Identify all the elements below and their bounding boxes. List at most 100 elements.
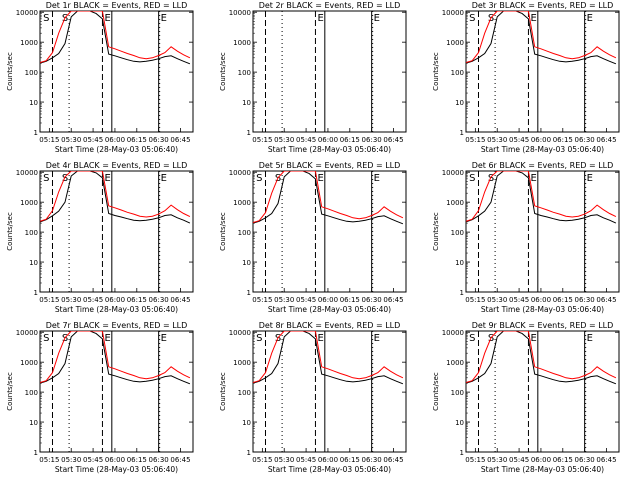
y-tick-label: 100 (238, 69, 251, 77)
marker-E: E (317, 333, 323, 344)
x-tick-label: 06:15 (553, 296, 573, 304)
marker-E: E (530, 173, 536, 184)
y-tick-label: 1 (34, 449, 38, 457)
y-axis-label: Counts/sec (219, 212, 227, 251)
x-tick-label: 05:45 (509, 136, 529, 144)
x-axis-label: Start Time (28-May-03 05:06:40) (55, 465, 178, 474)
marker-E: E (317, 173, 323, 184)
lld-series (253, 331, 404, 383)
marker-S: S (256, 173, 262, 184)
marker-E: E (317, 13, 323, 24)
y-tick-label: 100 (25, 69, 38, 77)
x-tick-label: 05:15 (465, 456, 485, 464)
y-tick-label: 1000 (20, 199, 38, 207)
y-tick-label: 10000 (442, 169, 464, 177)
x-tick-label: 06:30 (362, 456, 382, 464)
x-tick-label: 06:30 (575, 296, 595, 304)
y-axis-label: Counts/sec (432, 372, 440, 411)
y-tick-label: 10000 (16, 169, 38, 177)
events-series (466, 171, 617, 224)
lld-series (466, 331, 617, 383)
y-tick-label: 10 (242, 259, 251, 267)
x-tick-label: 06:45 (383, 296, 403, 304)
x-tick-label: 05:30 (274, 296, 294, 304)
plot-frame (465, 170, 620, 293)
events-series (466, 11, 617, 65)
x-tick-label: 05:30 (487, 456, 507, 464)
y-tick-label: 100 (451, 229, 464, 237)
marker-E: E (374, 13, 380, 24)
marker-E: E (530, 13, 536, 24)
x-axis-label: Start Time (28-May-03 05:06:40) (481, 145, 604, 154)
panel-5: Det 5r BLACK = Events, RED = LLD 1 10 100 10… (219, 161, 407, 314)
y-tick-label: 10 (29, 99, 38, 107)
x-tick-label: 06:00 (318, 296, 338, 304)
x-tick-label: 05:30 (61, 296, 81, 304)
y-tick-label: 1 (34, 289, 38, 297)
marker-E: E (530, 333, 536, 344)
y-tick-label: 1 (34, 129, 38, 137)
lld-series (40, 171, 191, 222)
marker-S: S (43, 13, 49, 24)
y-tick-label: 10000 (16, 9, 38, 17)
y-tick-label: 1000 (446, 39, 464, 47)
plot-frame (39, 170, 194, 293)
x-tick-label: 06:45 (596, 136, 616, 144)
y-axis-label: Counts/sec (219, 372, 227, 411)
y-axis-label: Counts/sec (432, 52, 440, 91)
panel-title: Det 5r BLACK = Events, RED = LLD (259, 161, 401, 170)
x-axis-label: Start Time (28-May-03 05:06:40) (481, 305, 604, 314)
events-series (40, 11, 191, 65)
x-tick-label: 05:15 (39, 296, 59, 304)
events-series (40, 331, 191, 385)
x-tick-label: 06:15 (340, 296, 360, 304)
panel-8: Det 8r BLACK = Events, RED = LLD 1 10 100 10… (219, 321, 407, 474)
panel-1: Det 1r BLACK = Events, RED = LLD 1 10 100 10… (6, 1, 194, 154)
panel-2: Det 2r BLACK = Events, RED = LLD 1 10 100 10… (219, 1, 407, 154)
x-axis-label: Start Time (28-May-03 05:06:40) (268, 465, 391, 474)
y-tick-label: 1 (460, 449, 464, 457)
x-tick-label: 05:45 (296, 456, 316, 464)
x-tick-label: 05:45 (509, 296, 529, 304)
y-axis-label: Counts/sec (432, 212, 440, 251)
y-tick-label: 10000 (229, 329, 251, 337)
events-series (40, 171, 191, 224)
x-tick-label: 05:45 (83, 136, 103, 144)
x-tick-label: 06:00 (318, 136, 338, 144)
x-tick-label: 06:30 (149, 296, 169, 304)
x-tick-label: 06:15 (340, 136, 360, 144)
y-tick-label: 10000 (229, 9, 251, 17)
x-tick-label: 06:30 (362, 296, 382, 304)
y-tick-label: 10 (29, 419, 38, 427)
y-tick-label: 100 (451, 389, 464, 397)
y-tick-label: 1000 (20, 359, 38, 367)
y-axis-label: Counts/sec (6, 212, 14, 251)
marker-S: S (469, 333, 475, 344)
x-tick-label: 05:45 (296, 296, 316, 304)
y-tick-label: 10 (242, 419, 251, 427)
marker-S: S (469, 13, 475, 24)
y-tick-label: 1 (247, 289, 251, 297)
marker-E: E (161, 173, 167, 184)
x-tick-label: 06:00 (105, 136, 125, 144)
plot-frame (39, 330, 194, 453)
y-tick-label: 1000 (233, 199, 251, 207)
y-tick-label: 100 (451, 69, 464, 77)
x-tick-label: 05:30 (274, 136, 294, 144)
plot-frame (252, 170, 407, 293)
y-tick-label: 10 (455, 99, 464, 107)
x-tick-label: 06:00 (531, 136, 551, 144)
marker-E: E (161, 13, 167, 24)
lld-series (40, 331, 191, 383)
panel-title: Det 6r BLACK = Events, RED = LLD (472, 161, 614, 170)
x-tick-label: 06:45 (170, 456, 190, 464)
x-tick-label: 05:15 (252, 296, 272, 304)
x-tick-label: 06:00 (105, 456, 125, 464)
y-tick-label: 100 (25, 389, 38, 397)
y-tick-label: 10 (242, 99, 251, 107)
marker-E: E (587, 333, 593, 344)
y-tick-label: 1000 (233, 39, 251, 47)
plot-frame (465, 330, 620, 453)
y-tick-label: 1000 (446, 199, 464, 207)
